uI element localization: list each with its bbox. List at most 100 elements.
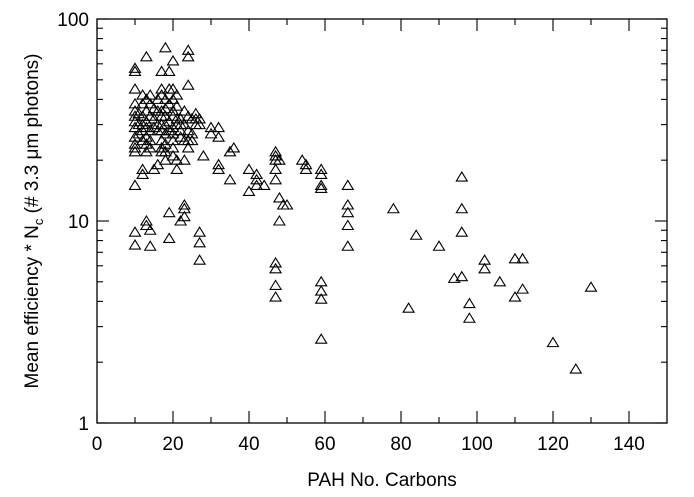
data-point-triangle: [409, 229, 423, 240]
data-point-triangle: [314, 275, 328, 287]
data-point-triangle: [166, 149, 180, 161]
data-point-triangle: [139, 219, 153, 231]
data-point-triangle: [177, 154, 191, 165]
data-point-triangle: [174, 124, 188, 136]
data-point-triangle: [136, 124, 150, 136]
data-point-triangle: [128, 131, 142, 142]
data-point-triangle: [185, 127, 199, 139]
data-point-triangle: [314, 179, 328, 190]
data-point-triangle: [128, 82, 142, 94]
data-point-triangle: [227, 141, 241, 153]
data-point-triangle: [158, 41, 172, 53]
data-point-triangle: [162, 232, 176, 243]
data-point-triangle: [132, 118, 146, 130]
data-point-triangle: [177, 105, 191, 116]
data-point-triangle: [455, 270, 469, 282]
data-point-triangle: [189, 107, 203, 119]
data-point-triangle: [170, 89, 184, 100]
data-point-triangle: [158, 118, 172, 130]
data-point-triangle: [569, 362, 583, 374]
data-point-triangle: [196, 149, 210, 161]
data-point-triangle: [193, 118, 207, 130]
x-tick-label: 100: [461, 434, 493, 455]
data-point-triangle: [314, 333, 328, 344]
x-tick-label: 120: [537, 434, 569, 455]
data-point-triangle: [455, 226, 469, 237]
data-point-triangle: [204, 127, 218, 139]
data-point-triangle: [143, 240, 157, 251]
data-point-triangle: [155, 141, 169, 153]
y-tick-label: 1: [78, 414, 89, 435]
data-point-triangle: [181, 44, 195, 55]
data-point-triangle: [455, 171, 469, 182]
data-point-triangle: [341, 219, 355, 231]
data-point-triangle: [314, 293, 328, 304]
data-point-triangle: [162, 82, 176, 94]
data-point-triangle: [177, 118, 191, 130]
data-markers: [128, 41, 598, 374]
data-point-triangle: [269, 149, 283, 161]
data-point-triangle: [257, 179, 271, 190]
data-point-triangle: [128, 141, 142, 153]
data-point-triangle: [242, 163, 256, 174]
data-point-triangle: [242, 185, 256, 197]
data-point-triangle: [166, 82, 180, 94]
data-point-triangle: [516, 252, 530, 264]
data-point-triangle: [158, 127, 172, 139]
data-point-triangle: [155, 65, 169, 76]
data-point-triangle: [128, 145, 142, 157]
data-point-triangle: [402, 302, 416, 313]
data-point-triangle: [272, 214, 286, 226]
data-point-triangle: [508, 252, 522, 264]
data-point-triangle: [128, 65, 142, 76]
data-point-triangle: [212, 163, 226, 174]
x-tick-label: 40: [238, 434, 259, 455]
data-point-triangle: [269, 279, 283, 290]
data-point-triangle: [250, 179, 264, 190]
data-point-triangle: [341, 240, 355, 251]
data-point-triangle: [155, 82, 169, 94]
data-point-triangle: [299, 163, 313, 174]
data-point-triangle: [455, 202, 469, 214]
data-point-triangle: [250, 173, 264, 185]
x-tick-label: 140: [613, 434, 645, 455]
data-point-triangle: [128, 226, 142, 237]
data-point-triangle: [584, 281, 598, 292]
data-point-triangle: [143, 124, 157, 136]
data-point-triangle: [295, 154, 309, 165]
data-point-triangle: [280, 198, 294, 210]
data-point-triangle: [269, 262, 283, 274]
data-point-triangle: [170, 100, 184, 111]
data-point-triangle: [181, 79, 195, 90]
data-point-triangle: [462, 297, 476, 309]
data-point-triangle: [143, 224, 157, 235]
data-point-triangle: [193, 236, 207, 248]
data-point-triangle: [128, 179, 142, 190]
data-point-triangle: [269, 291, 283, 302]
data-point-triangle: [269, 173, 283, 185]
data-point-triangle: [181, 141, 195, 153]
data-point-triangle: [341, 198, 355, 210]
data-point-triangle: [508, 291, 522, 302]
data-point-triangle: [162, 124, 176, 136]
x-tick-label: 80: [390, 434, 411, 455]
data-point-triangle: [212, 131, 226, 142]
y-axis-title: Mean efficiency * Nc (# 3.3 μm photons): [22, 54, 46, 389]
data-point-triangle: [204, 121, 218, 133]
data-point-triangle: [139, 214, 153, 226]
y-axis-title-tail: (# 3.3 μm photons): [22, 54, 43, 219]
data-point-triangle: [177, 198, 191, 210]
data-point-triangle: [193, 254, 207, 265]
data-point-triangle: [162, 206, 176, 218]
data-point-triangle: [478, 262, 492, 274]
data-point-triangle: [299, 158, 313, 170]
y-tick-label: 10: [68, 212, 89, 233]
data-point-triangle: [128, 239, 142, 250]
data-point-triangle: [462, 312, 476, 323]
data-point-triangle: [193, 226, 207, 237]
data-point-triangle: [136, 163, 150, 174]
data-point-triangle: [136, 168, 150, 179]
data-point-triangle: [181, 124, 195, 136]
data-point-triangle: [155, 124, 169, 136]
